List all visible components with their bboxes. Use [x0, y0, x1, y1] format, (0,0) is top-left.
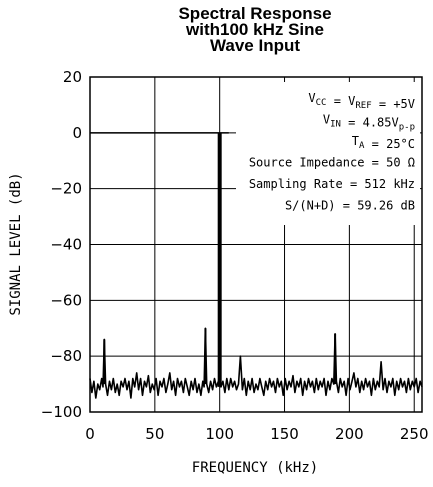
y-tick-label: −20	[50, 180, 82, 198]
chart-title-line-3: Wave Input	[209, 36, 301, 55]
x-tick-label: 150	[270, 425, 299, 443]
x-tick-label: 100	[205, 425, 234, 443]
y-tick-label: 20	[63, 68, 82, 86]
y-tick-label: −100	[41, 403, 82, 421]
y-tick-labels: 20 0 −20 −40 −60 −80 −100	[41, 68, 82, 421]
y-tick-label: −80	[50, 347, 82, 365]
x-axis-label: FREQUENCY (kHz)	[192, 460, 318, 476]
chart-title-line-1: Spectral Response	[178, 4, 332, 23]
x-tick-label: 250	[400, 425, 429, 443]
y-axis-label: SIGNAL LEVEL (dB)	[8, 172, 24, 315]
x-tick-label: 50	[145, 425, 164, 443]
annotation-line: Source Impedance = 50 Ω	[249, 156, 415, 170]
annotation-line: TA = 25°C	[352, 134, 415, 151]
annotation-line: VCC = VREF = +5V	[308, 91, 415, 111]
annotation-line: S/(N+D) = 59.26 dB	[285, 199, 415, 213]
x-tick-labels: 0 50 100 150 200 250	[85, 425, 428, 443]
annotation-backdrop	[236, 82, 420, 225]
y-tick-label: −40	[50, 236, 82, 254]
x-tick-label: 0	[85, 425, 95, 443]
fundamental-peak	[217, 132, 222, 387]
chart-title-line-2: with100 kHz Sine	[186, 20, 324, 39]
noise-floor-line	[89, 327, 423, 399]
y-tick-label: −60	[50, 291, 82, 309]
x-tick-label: 200	[335, 425, 364, 443]
chart-title: Spectral Response with100 kHz Sine Wave …	[90, 4, 420, 55]
series-layer	[89, 132, 423, 399]
y-tick-label: 0	[72, 124, 82, 142]
annotation-line: VIN = 4.85Vp-p	[323, 113, 415, 133]
annotation-line: Sampling Rate = 512 kHz	[249, 177, 415, 191]
